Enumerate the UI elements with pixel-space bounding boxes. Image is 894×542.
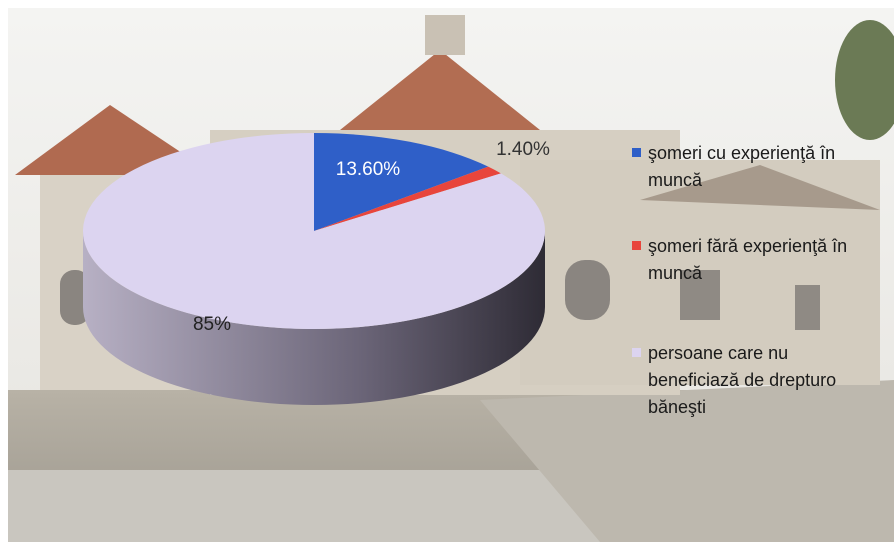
legend-item: şomeri fără experienţă în muncă — [632, 233, 882, 287]
pie-slice-side — [83, 231, 545, 405]
pie-slice — [83, 133, 546, 329]
legend-label: şomeri fără experienţă în muncă — [648, 236, 848, 283]
pie-slice — [314, 166, 501, 231]
data-label: 13.60% — [336, 159, 401, 180]
legend-item: şomeri cu experienţă în muncă — [632, 140, 882, 194]
pie-slice — [314, 133, 489, 231]
pie: 13.60% 1.40% 85% — [83, 133, 550, 405]
legend-swatch — [632, 348, 641, 357]
data-label: 1.40% — [496, 139, 550, 160]
data-label: 85% — [193, 314, 231, 335]
legend-label: persoane care nu beneficiază de drepturo… — [648, 343, 837, 417]
legend-swatch — [632, 241, 641, 250]
legend-label: şomeri cu experienţă în muncă — [648, 143, 836, 190]
legend-swatch — [632, 148, 641, 157]
legend-item: persoane care nu beneficiază de drepturo… — [632, 340, 882, 421]
